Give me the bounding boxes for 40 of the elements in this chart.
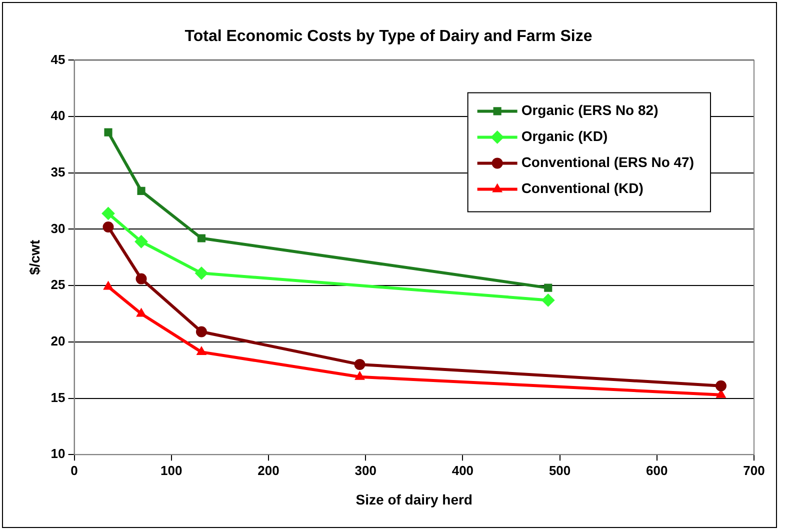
y-tick-label: 10: [50, 446, 66, 462]
point: [102, 221, 114, 232]
point: [197, 234, 206, 242]
y-tick-label: 15: [50, 390, 66, 405]
legend-label: Conventional (ERS No 47): [521, 154, 694, 170]
x-axis-title: Size of dairy herd: [356, 491, 472, 508]
y-tick-label: 20: [50, 333, 66, 348]
point: [136, 308, 146, 317]
y-axis-title: $/cwt: [26, 240, 42, 275]
point: [354, 371, 365, 380]
point: [102, 206, 115, 220]
x-tick-label: 700: [743, 462, 765, 478]
x-tick-label: 200: [258, 462, 280, 478]
point: [136, 273, 147, 284]
y-tick-label: 25: [50, 277, 66, 292]
legend-label: Organic (ERS No 82): [521, 102, 658, 118]
chart-title: Total Economic Costs by Type of Dairy and Farm Size: [184, 28, 592, 46]
point: [544, 284, 552, 292]
point: [196, 326, 207, 338]
point: [715, 380, 726, 392]
y-tick-label: 30: [50, 220, 66, 236]
point: [354, 358, 366, 370]
x-tick-label: 500: [548, 462, 571, 478]
y-tick-label: 35: [50, 164, 66, 180]
point: [196, 346, 206, 356]
point: [137, 186, 146, 195]
x-tick-label: 600: [646, 462, 668, 478]
x-tick-label: 0: [70, 462, 78, 478]
legend-label: Conventional (KD): [521, 180, 644, 196]
point: [542, 294, 555, 307]
legend-label: Organic (KD): [521, 128, 608, 144]
point: [134, 235, 148, 248]
point: [104, 128, 112, 136]
y-tick-label: 45: [50, 52, 66, 67]
point: [103, 281, 114, 290]
y-tick-label: 40: [50, 108, 66, 124]
x-tick-label: 400: [452, 462, 474, 478]
x-tick-label: 300: [354, 462, 376, 478]
point: [194, 266, 208, 280]
x-tick-label: 100: [160, 462, 182, 478]
